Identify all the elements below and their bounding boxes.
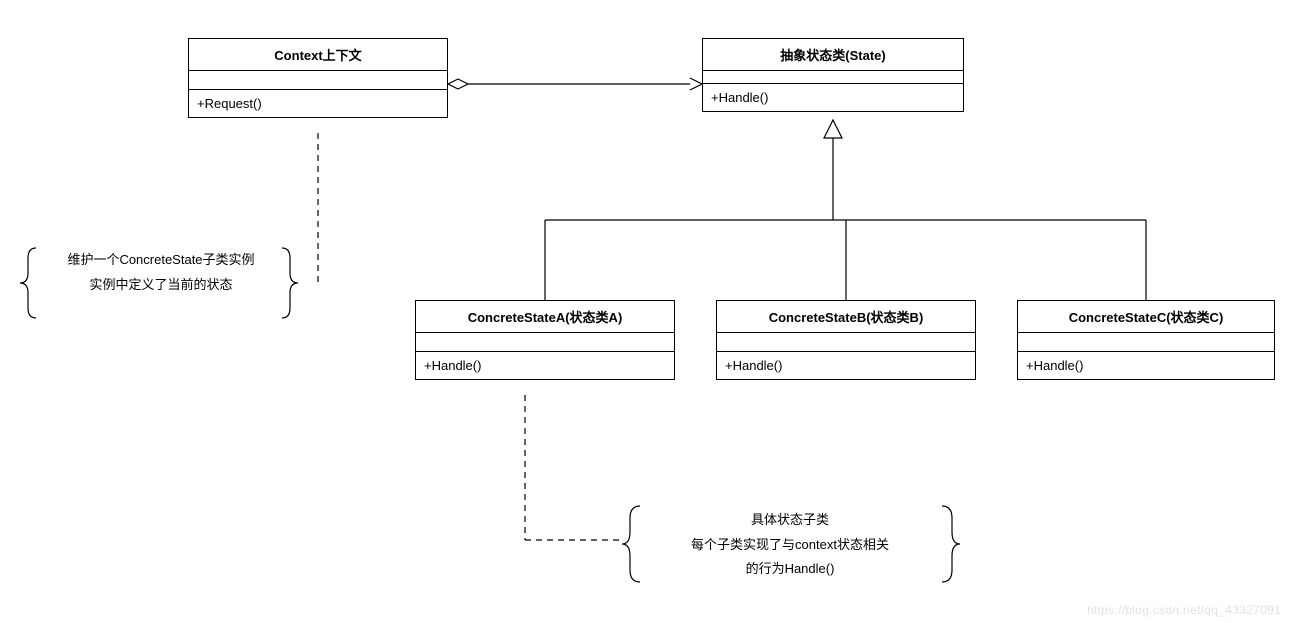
edge-aggregation (448, 78, 702, 90)
edge-generalization (545, 120, 1146, 300)
class-title: ConcreteStateC(状态类C) (1018, 301, 1274, 333)
edge-note-bottom (525, 395, 622, 540)
watermark: https://blog.csdn.net/qq_43327091 (1087, 603, 1281, 617)
class-attrs-empty (1018, 333, 1274, 352)
note-line: 实例中定义了当前的状态 (36, 273, 286, 298)
uml-class-concrete-a: ConcreteStateA(状态类A) +Handle() (415, 300, 675, 380)
class-op: +Handle() (717, 352, 975, 379)
uml-class-concrete-b: ConcreteStateB(状态类B) +Handle() (716, 300, 976, 380)
note-line: 每个子类实现了与context状态相关 (640, 533, 940, 558)
class-op: +Handle() (703, 84, 963, 111)
note-line: 具体状态子类 (640, 508, 940, 533)
class-title: Context上下文 (189, 39, 447, 71)
class-title: 抽象状态类(State) (703, 39, 963, 71)
diagram-canvas: Context上下文 +Request() 抽象状态类(State) +Hand… (0, 0, 1289, 623)
uml-class-context: Context上下文 +Request() (188, 38, 448, 118)
note-bottom: 具体状态子类 每个子类实现了与context状态相关 的行为Handle() (640, 508, 940, 582)
note-left: 维护一个ConcreteState子类实例 实例中定义了当前的状态 (36, 248, 286, 297)
class-title: ConcreteStateB(状态类B) (717, 301, 975, 333)
class-attrs-empty (189, 71, 447, 90)
class-attrs-empty (717, 333, 975, 352)
uml-class-state: 抽象状态类(State) +Handle() (702, 38, 964, 112)
uml-class-concrete-c: ConcreteStateC(状态类C) +Handle() (1017, 300, 1275, 380)
note-line: 的行为Handle() (640, 557, 940, 582)
class-op: +Handle() (1018, 352, 1274, 379)
class-title: ConcreteStateA(状态类A) (416, 301, 674, 333)
class-op: +Handle() (416, 352, 674, 379)
class-op: +Request() (189, 90, 447, 117)
note-line: 维护一个ConcreteState子类实例 (36, 248, 286, 273)
class-attrs-empty (703, 71, 963, 84)
class-attrs-empty (416, 333, 674, 352)
